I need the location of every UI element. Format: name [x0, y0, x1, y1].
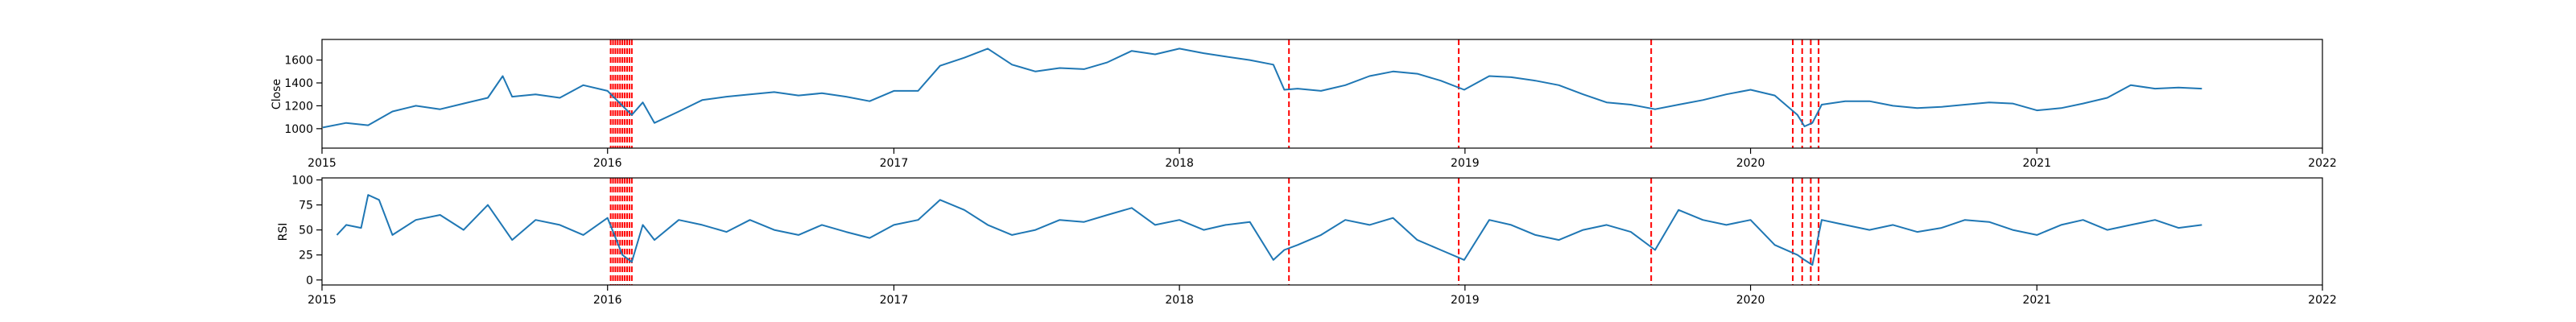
x-tick-label: 2022 [2308, 294, 2337, 307]
close-series-line [322, 47, 2202, 129]
y-tick-label: 0 [306, 275, 313, 287]
y-tick-label: 25 [299, 250, 313, 262]
x-tick-label: 2016 [593, 157, 622, 170]
x-tick-label: 2021 [2022, 294, 2051, 307]
y-tick-label: 1000 [284, 123, 313, 136]
x-tick-label: 2016 [593, 294, 622, 307]
close-x-axis: 2015 2016 2017 2018 2019 2020 2021 2022 [308, 148, 2337, 170]
rsi-x-axis: 2015 2016 2017 2018 2019 2020 2021 2022 [308, 285, 2337, 307]
x-tick-label: 2020 [1736, 157, 1765, 170]
rsi-y-axis: 0 25 50 75 100 [291, 174, 322, 287]
x-tick-label: 2017 [880, 157, 909, 170]
rsi-series-line [336, 194, 2202, 266]
x-tick-label: 2015 [308, 294, 336, 307]
y-tick-label: 1400 [284, 77, 313, 90]
y-tick-label: 1600 [284, 55, 313, 68]
x-tick-label: 2018 [1165, 294, 1194, 307]
x-tick-label: 2018 [1165, 157, 1194, 170]
x-tick-label: 2019 [1451, 294, 1480, 307]
rsi-y-axis-label: RSI [277, 223, 290, 242]
close-axes-frame [321, 39, 2323, 149]
close-y-axis-label: Close [270, 79, 283, 109]
y-tick-label: 50 [299, 225, 313, 237]
rsi-axes-frame [321, 177, 2323, 286]
x-tick-label: 2021 [2022, 157, 2051, 170]
x-tick-label: 2020 [1736, 294, 1765, 307]
x-tick-label: 2017 [880, 294, 909, 307]
x-tick-label: 2022 [2308, 157, 2337, 170]
x-tick-label: 2015 [308, 157, 336, 170]
rsi-event-markers [609, 178, 1820, 285]
y-tick-label: 100 [291, 174, 313, 187]
y-tick-label: 1200 [284, 100, 313, 113]
x-tick-label: 2019 [1451, 157, 1480, 170]
close-y-axis: 1000 1200 1400 1600 [284, 55, 322, 136]
close-price-panel: 1000 1200 1400 1600 2015 2016 2017 2018 2019 202… [270, 39, 2337, 170]
y-tick-label: 75 [299, 200, 313, 213]
close-event-markers [609, 39, 1820, 148]
